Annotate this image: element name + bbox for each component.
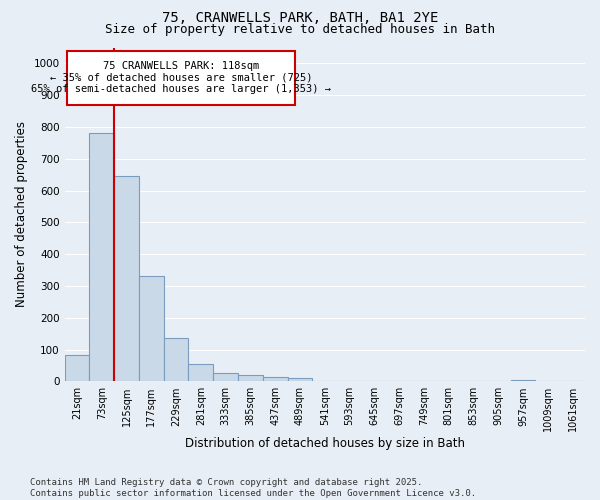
Text: 75 CRANWELLS PARK: 118sqm
← 35% of detached houses are smaller (725)
65% of semi: 75 CRANWELLS PARK: 118sqm ← 35% of detac… (31, 61, 331, 94)
Text: 75, CRANWELLS PARK, BATH, BA1 2YE: 75, CRANWELLS PARK, BATH, BA1 2YE (162, 11, 438, 25)
Bar (511, 380, 535, 382)
Bar (238, 375, 263, 382)
Bar (114, 176, 139, 382)
Bar (65, 356, 89, 382)
Bar (213, 374, 238, 382)
Text: Contains HM Land Registry data © Crown copyright and database right 2025.
Contai: Contains HM Land Registry data © Crown c… (30, 478, 476, 498)
Bar (263, 376, 287, 382)
Text: Size of property relative to detached houses in Bath: Size of property relative to detached ho… (105, 22, 495, 36)
X-axis label: Distribution of detached houses by size in Bath: Distribution of detached houses by size … (185, 437, 465, 450)
Bar (164, 338, 188, 382)
Bar (139, 276, 164, 382)
Y-axis label: Number of detached properties: Number of detached properties (15, 122, 28, 308)
Bar (188, 364, 213, 382)
Bar (287, 378, 313, 382)
Bar (89, 134, 114, 382)
FancyBboxPatch shape (67, 50, 295, 104)
